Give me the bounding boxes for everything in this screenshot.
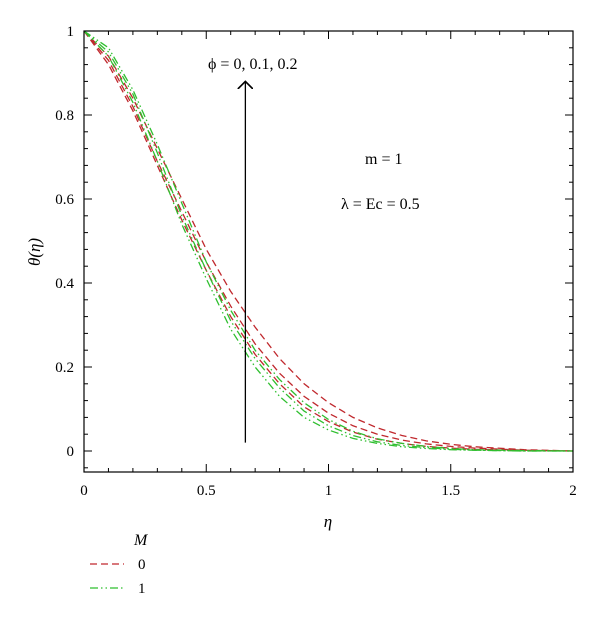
series-line-m1-phi0.2 <box>83 30 574 452</box>
series-line-m1-phi0.1 <box>83 30 573 452</box>
legend: M 0 1 <box>90 532 149 597</box>
y-tick-label: 0.2 <box>55 360 74 376</box>
x-tick-label: 0.5 <box>197 483 216 499</box>
y-tick-label: 0 <box>67 444 75 460</box>
lambda-annotation: λ = Ec = 0.5 <box>341 196 420 213</box>
y-axis-label: θ(η) <box>25 238 44 266</box>
legend-label-m1: 1 <box>138 581 146 597</box>
legend-title: M <box>133 532 149 549</box>
plot-frame <box>83 30 574 473</box>
phi-annotation: ϕ = 0, 0.1, 0.2 <box>208 56 297 73</box>
series-group <box>83 30 574 452</box>
y-tick-label: 0.8 <box>55 108 74 124</box>
y-tick-label: 1 <box>67 24 75 40</box>
x-tick-label: 1 <box>325 483 333 499</box>
series-line-m0-phi0 <box>83 30 574 452</box>
series-line-m0-phi0.1 <box>83 30 574 452</box>
tick-group <box>83 30 574 472</box>
y-tick-label: 0.6 <box>55 192 74 208</box>
x-axis-label: η <box>324 512 332 531</box>
x-tick-label: 2 <box>569 483 577 499</box>
series-line-m1-phi0 <box>83 30 573 452</box>
tick-label-group: 0 0.5 1 1.5 2 0 0.2 0.4 0.6 0.8 1 <box>55 24 577 499</box>
m-annotation: m = 1 <box>365 151 402 168</box>
x-tick-label: 0 <box>80 483 88 499</box>
series-line-m0-phi0.2 <box>83 30 574 452</box>
y-tick-label: 0.4 <box>55 276 74 292</box>
x-tick-label: 1.5 <box>441 483 460 499</box>
legend-label-m0: 0 <box>138 557 146 573</box>
